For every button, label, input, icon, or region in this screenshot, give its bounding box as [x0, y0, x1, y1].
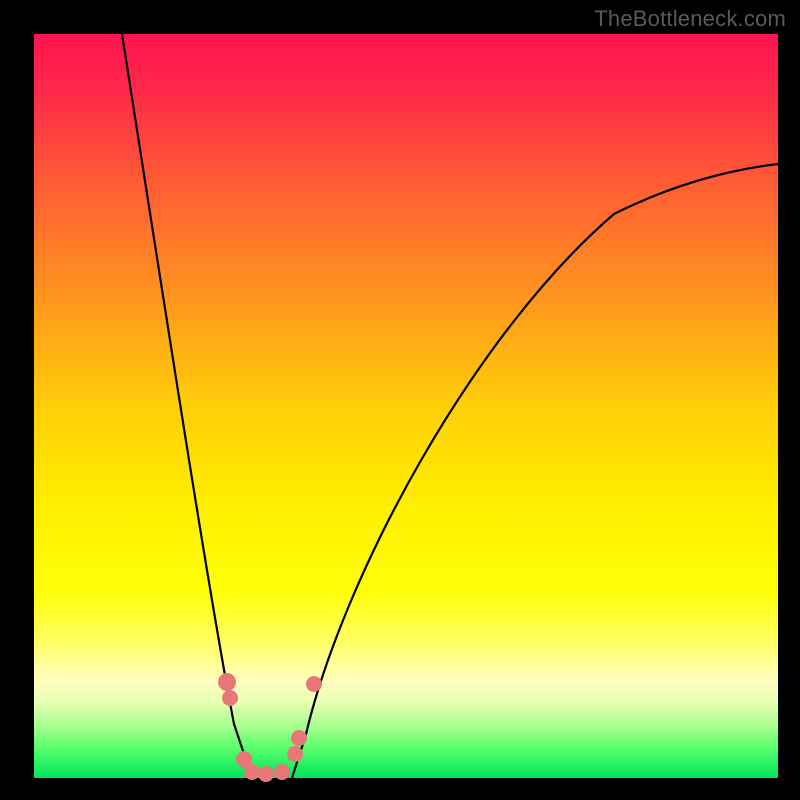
left-curve	[122, 34, 252, 778]
plot-area	[34, 34, 778, 778]
marker-dot	[244, 764, 260, 780]
right-curve	[292, 164, 778, 778]
marker-dot	[258, 766, 274, 782]
marker-dot	[218, 673, 236, 691]
marker-group	[218, 673, 322, 782]
marker-dot	[291, 730, 307, 746]
marker-dot	[222, 690, 238, 706]
marker-dot	[306, 676, 322, 692]
curves-svg	[34, 34, 778, 778]
marker-dot	[274, 764, 290, 780]
watermark-text: TheBottleneck.com	[594, 6, 786, 32]
marker-dot	[287, 746, 303, 762]
